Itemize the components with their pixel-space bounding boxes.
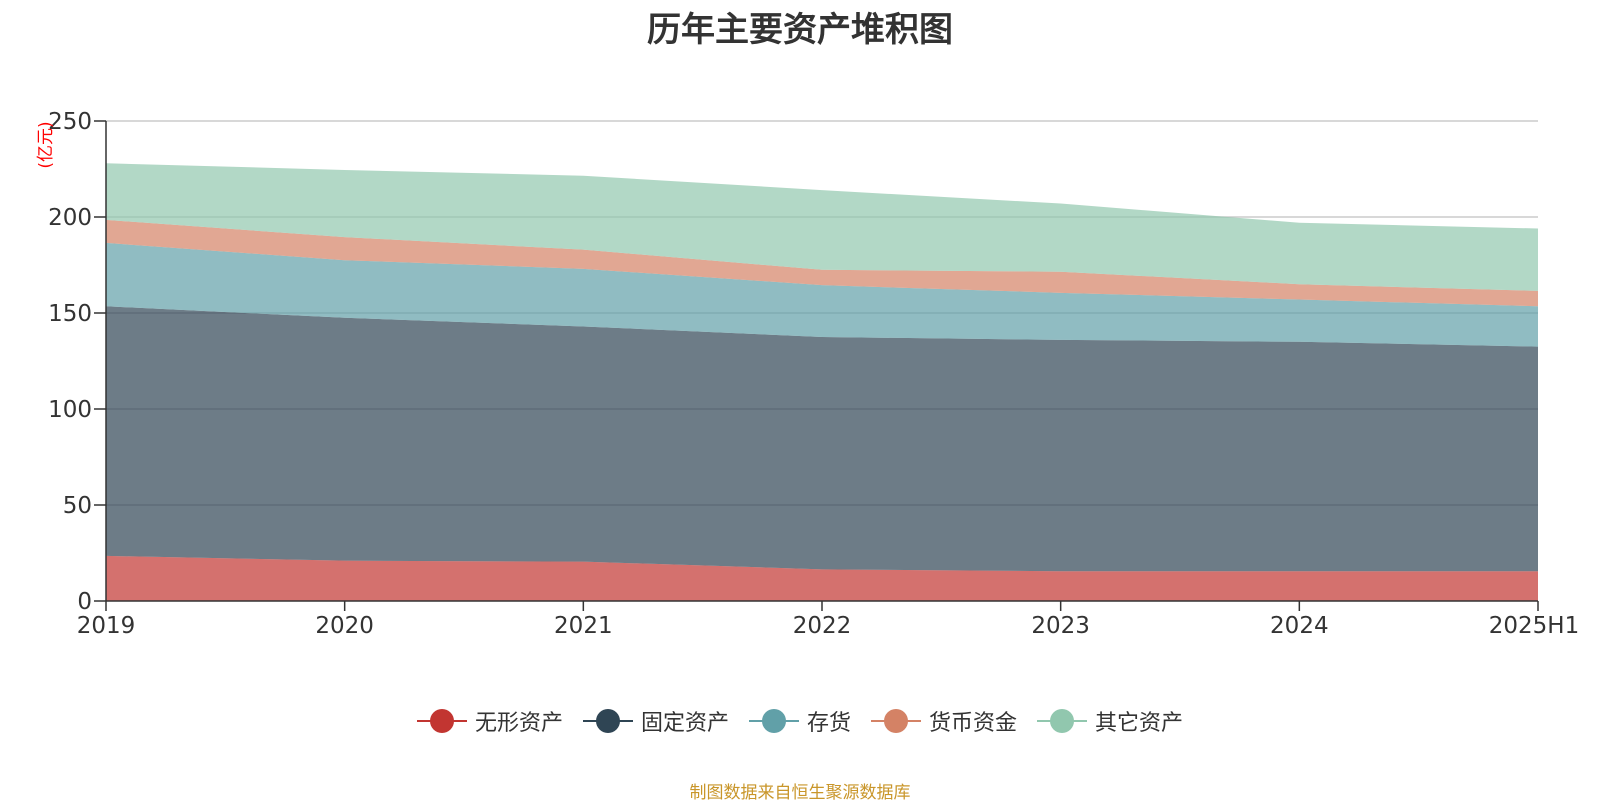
chart-title: 历年主要资产堆积图 [647,10,953,50]
area-series-0 [106,555,1538,601]
area-layer [106,163,1538,601]
legend-item-4[interactable]: 其它资产 [1037,705,1183,737]
y-tick-label-200: 200 [48,205,92,231]
legend-item-1[interactable]: 固定资产 [582,705,729,737]
area-series-4 [106,163,1538,291]
legend-marker-icon [416,708,467,734]
legend-marker-icon [1037,708,1088,734]
tick-labels: 0 50 100 150 200 250 2019 2020 2021 2022 2023 2024 2… [36,109,1579,639]
legend-item-0[interactable]: 无形资产 [416,705,563,737]
legend-dot-icon [884,709,908,733]
legend-dot-icon [1050,709,1075,733]
y-tick-label-0: 0 [77,589,92,615]
area-series-1 [106,306,1538,572]
source-note: 制图数据来自恒生聚源数据库 [689,783,911,803]
legend-dot-icon [761,709,786,733]
y-tick-label-250: 250 [48,109,92,135]
legend: 无形资产 固定资产 存货 货币资金 其它资产 [0,705,1600,737]
area-series-2 [106,242,1538,347]
y-tick-label-150: 150 [48,301,92,327]
legend-marker-icon [748,708,799,734]
legend-item-2[interactable]: 存货 [748,705,851,737]
y-tick-label-100: 100 [48,397,92,423]
legend-label: 货币资金 [929,711,1018,736]
y-axis-label: (亿元) [36,121,56,168]
x-tick-label-1: 2020 [315,613,374,639]
x-tick-label-3: 2022 [793,613,852,639]
legend-dot-icon [429,709,454,733]
legend-marker-icon [582,708,633,734]
area-series-3 [106,219,1538,307]
legend-label: 存货 [806,711,851,736]
axes [94,120,1539,611]
x-tick-label-2: 2021 [554,613,613,639]
legend-label: 固定资产 [640,711,729,736]
legend-label: 其它资产 [1095,711,1184,736]
legend-label: 无形资产 [474,711,563,736]
legend-marker-icon [871,708,921,734]
legend-item-3[interactable]: 货币资金 [871,705,1017,737]
legend-dot-icon [595,709,620,733]
x-tick-label-4: 2023 [1031,613,1090,639]
x-tick-label-0: 2019 [77,613,136,639]
x-tick-label-5: 2024 [1270,613,1329,639]
x-tick-label-6: 2025H1 [1489,613,1579,639]
y-tick-label-50: 50 [63,493,92,519]
